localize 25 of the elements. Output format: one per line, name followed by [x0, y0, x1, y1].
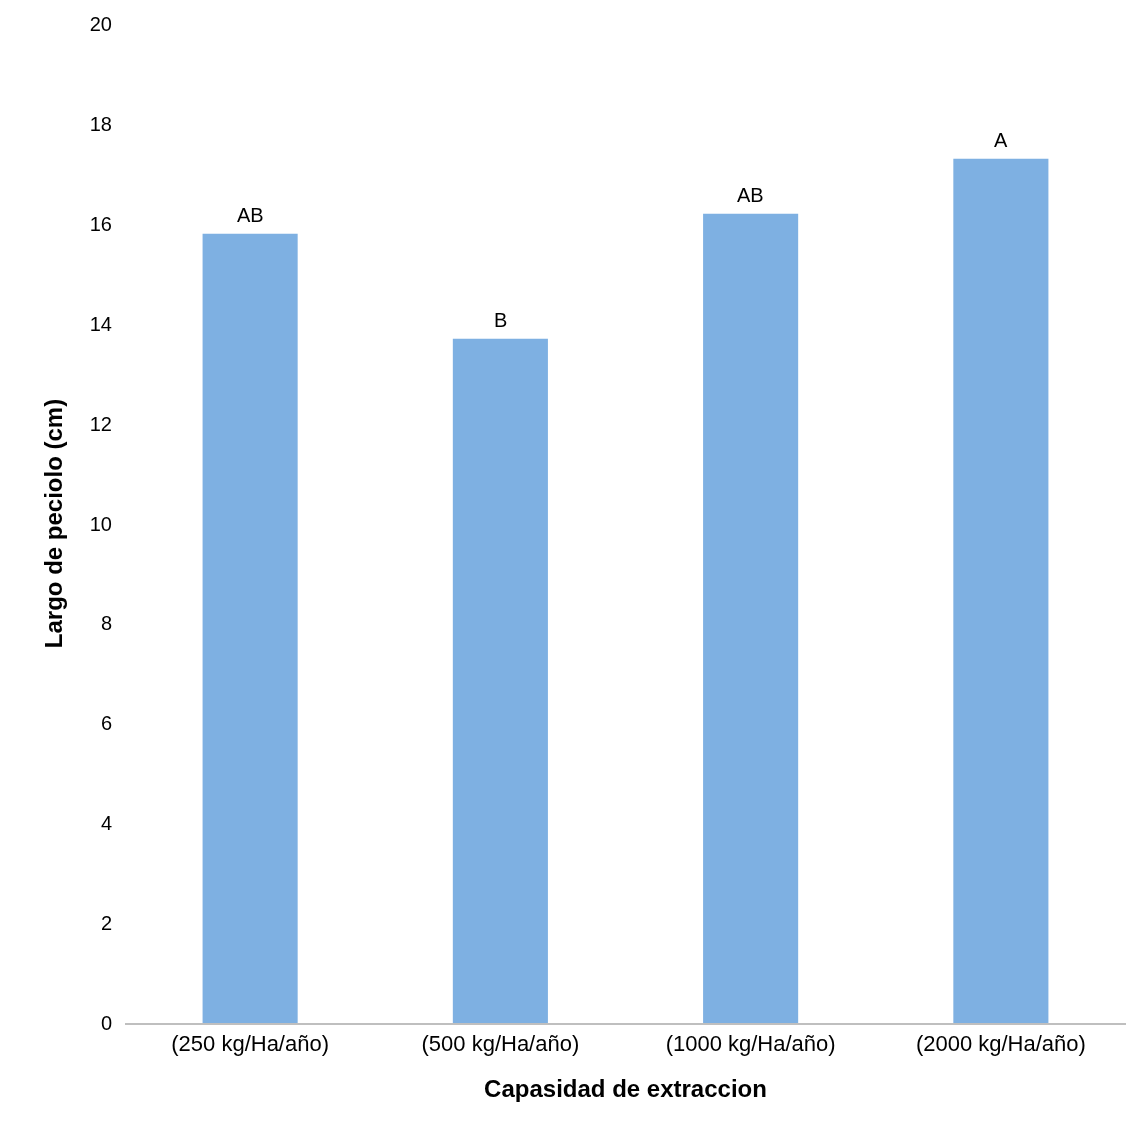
y-tick-label: 6 [100, 712, 112, 735]
bar [953, 158, 1049, 1023]
y-tick-label: 8 [100, 612, 112, 635]
y-tick-label: 18 [89, 112, 112, 135]
x-tick-label: (2000 kg/Ha/año) [915, 1031, 1086, 1057]
annotation: AB [237, 204, 264, 226]
y-tick-label: 10 [89, 512, 112, 535]
x-tick-label: (1000 kg/Ha/año) [665, 1031, 836, 1057]
y-tick-label: 14 [89, 312, 112, 335]
y-tick-label: 0 [100, 1012, 112, 1034]
annotation: B [494, 309, 508, 331]
y-tick-label: 4 [100, 812, 112, 835]
bar [703, 213, 799, 1023]
annotation: A [994, 129, 1008, 151]
bar [202, 233, 298, 1023]
y-tick-label: 16 [89, 212, 112, 235]
bar [452, 338, 548, 1023]
x-tick-label: (500 kg/Ha/año) [421, 1031, 580, 1057]
y-axis-title: Largo de peciolo (cm) [39, 398, 67, 649]
y-tick-label: 20 [89, 13, 112, 35]
y-tick-label: 12 [89, 412, 112, 435]
x-tick-label: (250 kg/Ha/año) [171, 1031, 330, 1057]
y-tick-label: 2 [100, 912, 112, 935]
x-axis-title: Capasidad de extraccion [484, 1075, 767, 1103]
annotation: AB [737, 184, 764, 206]
